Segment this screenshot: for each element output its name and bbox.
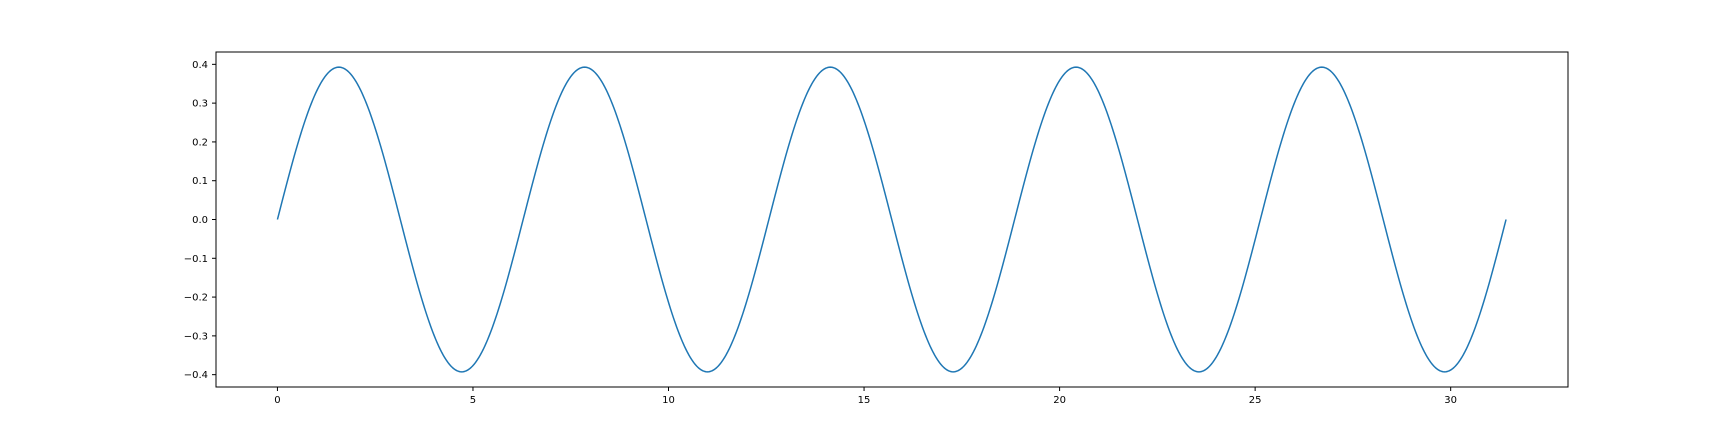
axes-frame — [215, 51, 1569, 388]
x-tick-label: 25 — [1249, 395, 1262, 406]
plot-area — [276, 66, 1507, 373]
x-tick-label: 10 — [662, 395, 675, 406]
x-tick-label: 5 — [470, 395, 476, 406]
y-tick-label: 0.2 — [192, 137, 208, 148]
y-tick-label: 0.4 — [192, 60, 208, 71]
y-tick-label: −0.3 — [184, 331, 208, 342]
y-tick-label: 0.3 — [192, 99, 208, 110]
series-line — [276, 66, 1507, 373]
y-tick-label: −0.4 — [184, 370, 208, 381]
x-tick-label: 0 — [274, 395, 280, 406]
x-axis: 0 5 10 15 20 25 30 — [274, 387, 1457, 406]
y-tick-label: 0.1 — [192, 176, 208, 187]
y-tick-label: −0.1 — [184, 254, 208, 265]
y-tick-label: 0.0 — [192, 215, 208, 226]
x-tick-label: 15 — [858, 395, 871, 406]
y-axis: 0.4 0.3 0.2 0.1 0.0 −0.1 −0.2 −0.3 −0.4 — [184, 60, 216, 381]
x-tick-label: 20 — [1053, 395, 1066, 406]
x-tick-label: 30 — [1444, 395, 1457, 406]
y-tick-label: −0.2 — [184, 293, 208, 304]
